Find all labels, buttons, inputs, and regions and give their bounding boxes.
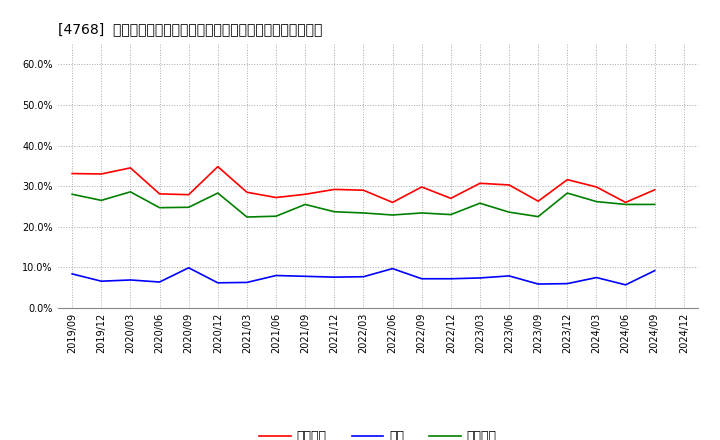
在庫 xyxy=(388,266,397,271)
売上債権 xyxy=(476,181,485,186)
買入債務 xyxy=(301,202,310,207)
買入債務 xyxy=(97,198,106,203)
買入債務 xyxy=(330,209,338,214)
売上債権 xyxy=(97,171,106,176)
買入債務 xyxy=(621,202,630,207)
Line: 売上債権: 売上債権 xyxy=(72,167,654,202)
買入債務 xyxy=(156,205,164,210)
売上債権 xyxy=(359,187,368,193)
在庫 xyxy=(243,280,251,285)
買入債務 xyxy=(563,191,572,196)
在庫 xyxy=(126,277,135,282)
売上債権 xyxy=(184,192,193,197)
売上債権 xyxy=(271,195,280,200)
在庫 xyxy=(446,276,455,282)
在庫 xyxy=(359,274,368,279)
在庫 xyxy=(418,276,426,282)
売上債権 xyxy=(534,198,543,204)
売上債権 xyxy=(388,200,397,205)
買入債務 xyxy=(592,199,600,204)
買入債務 xyxy=(359,210,368,216)
売上債権 xyxy=(243,190,251,195)
在庫 xyxy=(156,279,164,285)
売上債権 xyxy=(563,177,572,182)
在庫 xyxy=(534,282,543,287)
在庫 xyxy=(68,271,76,276)
売上債権 xyxy=(592,184,600,190)
在庫 xyxy=(330,275,338,280)
売上債権 xyxy=(621,200,630,205)
買入債務 xyxy=(271,213,280,219)
買入債務 xyxy=(184,205,193,210)
買入債務 xyxy=(476,201,485,206)
買入債務 xyxy=(243,214,251,220)
在庫 xyxy=(213,280,222,286)
買入債務 xyxy=(418,210,426,216)
売上債権 xyxy=(418,184,426,190)
売上債権 xyxy=(446,196,455,201)
売上債権 xyxy=(505,182,513,187)
在庫 xyxy=(476,275,485,281)
売上債権 xyxy=(301,192,310,197)
買入債務 xyxy=(213,191,222,196)
在庫 xyxy=(301,274,310,279)
Text: [4768]  売上債権、在庫、買入債務の総資産に対する比率の推移: [4768] 売上債権、在庫、買入債務の総資産に対する比率の推移 xyxy=(58,22,322,36)
買入債務 xyxy=(388,213,397,218)
在庫 xyxy=(563,281,572,286)
買入債務 xyxy=(68,192,76,197)
買入債務 xyxy=(446,212,455,217)
買入債務 xyxy=(534,214,543,219)
在庫 xyxy=(271,273,280,278)
在庫 xyxy=(621,282,630,287)
Line: 在庫: 在庫 xyxy=(72,268,654,285)
Line: 買入債務: 買入債務 xyxy=(72,192,654,217)
売上債権 xyxy=(156,191,164,197)
Legend: 売上債権, 在庫, 買入債務: 売上債権, 在庫, 買入債務 xyxy=(254,425,502,440)
売上債権 xyxy=(330,187,338,192)
売上債権 xyxy=(126,165,135,171)
在庫 xyxy=(650,268,659,273)
在庫 xyxy=(592,275,600,280)
売上債権 xyxy=(650,187,659,192)
買入債務 xyxy=(650,202,659,207)
売上債権 xyxy=(213,164,222,169)
在庫 xyxy=(184,265,193,271)
買入債務 xyxy=(126,189,135,194)
買入債務 xyxy=(505,209,513,215)
在庫 xyxy=(97,279,106,284)
在庫 xyxy=(505,273,513,279)
売上債権 xyxy=(68,171,76,176)
